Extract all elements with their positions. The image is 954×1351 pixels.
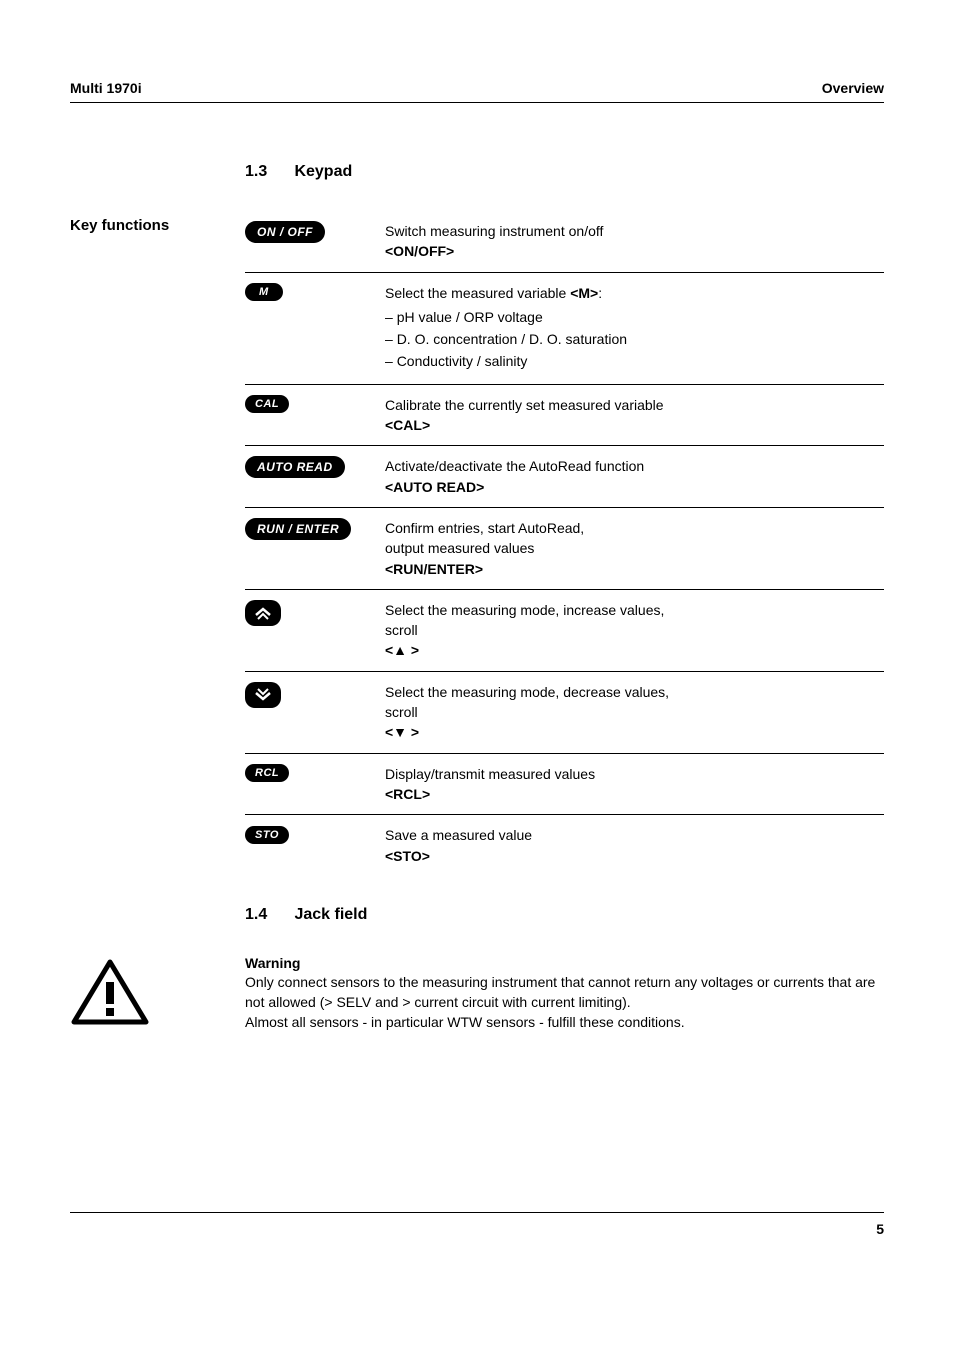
up-label: <▲ > xyxy=(385,642,419,658)
m-label: <M> xyxy=(570,285,598,301)
sto-label: <STO> xyxy=(385,848,430,864)
page-header: Multi 1970i Overview xyxy=(70,80,884,103)
runenter-button: RUN / ENTER xyxy=(245,518,351,540)
warning-body2: Almost all sensors - in particular WTW s… xyxy=(245,1013,884,1033)
rcl-label: <RCL> xyxy=(385,786,430,802)
onoff-button: ON / OFF xyxy=(245,221,325,243)
header-section: Overview xyxy=(822,80,884,96)
m-sublist: pH value / ORP voltage D. O. concentrati… xyxy=(385,307,876,372)
onoff-desc: Switch measuring instrument on/off xyxy=(385,223,603,239)
down-button xyxy=(245,682,281,708)
m-button: M xyxy=(245,283,283,301)
warning-title: Warning xyxy=(245,954,884,974)
autoread-desc: Activate/deactivate the AutoRead functio… xyxy=(385,458,644,474)
header-product: Multi 1970i xyxy=(70,80,142,96)
down-desc2: scroll xyxy=(385,704,418,720)
section-num: 1.3 xyxy=(245,163,290,181)
runenter-desc1: Confirm entries, start AutoRead, xyxy=(385,520,584,536)
page-footer: 5 xyxy=(70,1212,884,1237)
onoff-label: <ON/OFF> xyxy=(385,243,454,259)
section-jack-heading: 1.4 Jack field xyxy=(245,906,884,924)
rcl-button: RCL xyxy=(245,764,289,782)
chevron-down-icon xyxy=(254,688,272,702)
key-functions-table: ON / OFF Switch measuring instrument on/… xyxy=(245,211,884,876)
cal-label: <CAL> xyxy=(385,417,430,433)
chevron-up-icon xyxy=(254,606,272,620)
down-desc1: Select the measuring mode, decrease valu… xyxy=(385,684,669,700)
m-desc-prefix: Select the measured variable xyxy=(385,285,570,301)
section-title: Keypad xyxy=(294,163,352,180)
key-functions-label: Key functions xyxy=(70,211,245,876)
m-item: pH value / ORP voltage xyxy=(385,307,876,327)
section-keypad-heading: 1.3 Keypad xyxy=(245,163,884,181)
cal-button: CAL xyxy=(245,395,289,413)
autoread-label: <AUTO READ> xyxy=(385,479,484,495)
sto-desc: Save a measured value xyxy=(385,827,532,843)
warning-icon xyxy=(70,954,245,1032)
m-item: Conductivity / salinity xyxy=(385,351,876,371)
rcl-desc: Display/transmit measured values xyxy=(385,766,595,782)
warning-body1: Only connect sensors to the measuring in… xyxy=(245,973,884,1012)
section-num: 1.4 xyxy=(245,906,290,924)
runenter-label: <RUN/ENTER> xyxy=(385,561,483,577)
down-label: <▼ > xyxy=(385,724,419,740)
up-button xyxy=(245,600,281,626)
up-desc1: Select the measuring mode, increase valu… xyxy=(385,602,664,618)
runenter-desc2: output measured values xyxy=(385,540,534,556)
section-title: Jack field xyxy=(294,906,367,923)
m-desc-suffix: : xyxy=(598,285,602,301)
cal-desc: Calibrate the currently set measured var… xyxy=(385,397,664,413)
autoread-button: AUTO READ xyxy=(245,456,345,478)
page-number: 5 xyxy=(876,1221,884,1237)
m-item: D. O. concentration / D. O. saturation xyxy=(385,329,876,349)
up-desc2: scroll xyxy=(385,622,418,638)
sto-button: STO xyxy=(245,826,289,844)
